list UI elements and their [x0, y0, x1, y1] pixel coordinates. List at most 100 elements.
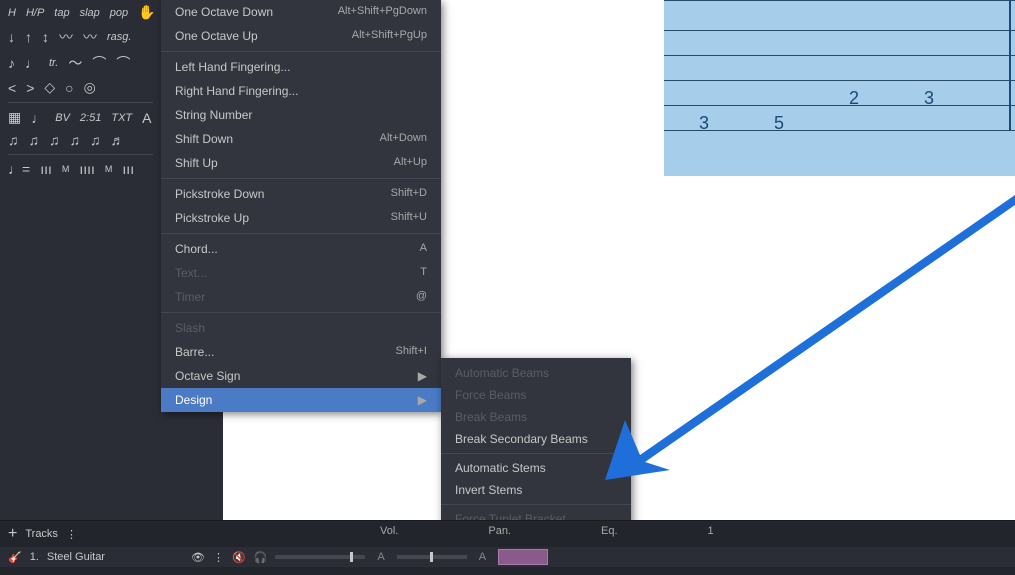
- tool-tap[interactable]: tap: [54, 7, 69, 19]
- lt-icon[interactable]: <: [8, 80, 16, 96]
- menu-octave-sign[interactable]: Octave Sign▶: [161, 364, 441, 388]
- add-track-button[interactable]: +: [8, 525, 17, 543]
- vol-label: Vol.: [380, 525, 398, 537]
- tool-hp[interactable]: H/P: [26, 7, 44, 19]
- menu-separator: [441, 504, 631, 505]
- dyn1-icon[interactable]: ♩=: [8, 161, 30, 177]
- tab-line: [664, 0, 1015, 1]
- tool-rasg[interactable]: rasg.: [107, 31, 131, 43]
- tracks-label: Tracks: [25, 528, 58, 540]
- menu-octave-up[interactable]: One Octave UpAlt+Shift+PgUp: [161, 24, 441, 48]
- menu-design[interactable]: Design▶: [161, 388, 441, 412]
- menu-string-number[interactable]: String Number: [161, 103, 441, 127]
- menu-separator: [161, 51, 441, 52]
- grid-icon[interactable]: ▦: [8, 109, 21, 126]
- menu-right-fingering[interactable]: Right Hand Fingering...: [161, 79, 441, 103]
- dyn2-icon[interactable]: ııı: [40, 161, 52, 177]
- tool-bv[interactable]: BV: [55, 112, 70, 124]
- tool-hammer[interactable]: H: [8, 7, 16, 19]
- tab-line: [664, 30, 1015, 31]
- track-panel: + Tracks ⋮ Vol. Pan. Eq. 1 🎸 1. Steel Gu…: [0, 520, 1015, 575]
- slur-icon[interactable]: ⌒: [92, 53, 106, 73]
- down-arrow-icon[interactable]: ↓: [8, 29, 15, 45]
- dyn4-icon[interactable]: ıııı: [79, 161, 95, 177]
- tracks-menu-icon[interactable]: ⋮: [66, 528, 77, 541]
- updown-icon[interactable]: ↕: [42, 29, 49, 45]
- track-name: Steel Guitar: [47, 551, 105, 563]
- note2-icon[interactable]: ♩: [25, 55, 39, 71]
- tab-note[interactable]: 2: [849, 88, 859, 109]
- tool-slap[interactable]: slap: [80, 7, 100, 19]
- wave2-icon[interactable]: 〰: [83, 27, 97, 47]
- menu-shift-up[interactable]: Shift UpAlt+Up: [161, 151, 441, 175]
- submenu-break-beams: Break Beams: [441, 406, 631, 428]
- menu-separator: [161, 312, 441, 313]
- tab-line: [664, 105, 1015, 106]
- beam5-icon[interactable]: ♫: [90, 132, 101, 148]
- hand-icon[interactable]: ✋: [138, 4, 155, 21]
- notation-toolbar: H H/P tap slap pop ✋ ↓ ↑ ↕ 〰 〰 rasg. ♪ ♩…: [0, 0, 161, 210]
- dyn6-icon[interactable]: ııı: [122, 161, 134, 177]
- menu-separator: [441, 453, 631, 454]
- eq-value: 1: [708, 525, 714, 537]
- tab-note[interactable]: 3: [924, 88, 934, 109]
- dyn3-icon[interactable]: M: [62, 164, 70, 174]
- track-row[interactable]: 🎸 1. Steel Guitar 👁 ⋮ 🔇 🎧 A A: [0, 547, 1015, 567]
- guitar-icon: 🎸: [8, 551, 22, 564]
- measure-bar: [1009, 0, 1011, 130]
- beam1-icon[interactable]: ♫: [8, 132, 19, 148]
- diamond-icon[interactable]: ◇: [44, 79, 55, 96]
- menu-chord[interactable]: Chord...A: [161, 237, 441, 261]
- tool-time[interactable]: 2:51: [80, 112, 101, 124]
- up-arrow-icon[interactable]: ↑: [25, 29, 32, 45]
- track-number: 1.: [30, 551, 39, 563]
- context-menu: One Octave DownAlt+Shift+PgDown One Octa…: [161, 0, 441, 412]
- dyn5-icon[interactable]: M: [105, 164, 113, 174]
- btn-a2[interactable]: A: [475, 551, 490, 563]
- menu-slash: Slash: [161, 316, 441, 340]
- beam3-icon[interactable]: ♫: [49, 132, 60, 148]
- submenu-auto-stems[interactable]: Automatic Stems: [441, 457, 631, 479]
- ring-icon[interactable]: ◎: [84, 79, 96, 96]
- btn-a1[interactable]: A: [373, 551, 388, 563]
- submenu-force-beams: Force Beams: [441, 384, 631, 406]
- beam6-icon[interactable]: ♬: [111, 132, 125, 148]
- tab-line: [664, 55, 1015, 56]
- track-clip[interactable]: [498, 549, 548, 565]
- tab-note[interactable]: 5: [774, 113, 784, 134]
- volume-slider[interactable]: [275, 555, 365, 559]
- submenu-break-secondary[interactable]: Break Secondary Beams: [441, 428, 631, 450]
- gt-icon[interactable]: >: [26, 80, 34, 96]
- tool-tr[interactable]: tr.: [49, 57, 58, 69]
- tool-txt[interactable]: TXT: [111, 112, 132, 124]
- menu-octave-down[interactable]: One Octave DownAlt+Shift+PgDown: [161, 0, 441, 24]
- mute-icon[interactable]: 🔇: [232, 551, 246, 564]
- solo-icon[interactable]: 🎧: [254, 551, 268, 564]
- menu-shift-down[interactable]: Shift DownAlt+Down: [161, 127, 441, 151]
- menu-text: Text...T: [161, 261, 441, 285]
- menu-left-fingering[interactable]: Left Hand Fingering...: [161, 55, 441, 79]
- tab-staff[interactable]: 3 5 2 3 5 2 4: [664, 0, 1015, 176]
- beam4-icon[interactable]: ♫: [70, 132, 81, 148]
- circle-icon[interactable]: ○: [65, 80, 73, 96]
- menu-pickstroke-down[interactable]: Pickstroke DownShift+D: [161, 182, 441, 206]
- menu-timer: Timer@: [161, 285, 441, 309]
- visibility-icon[interactable]: 👁: [191, 551, 205, 564]
- eq-label: Eq.: [601, 525, 618, 537]
- a-icon[interactable]: A: [142, 110, 151, 126]
- slur2-icon[interactable]: ⌒: [116, 53, 130, 73]
- tool-pop[interactable]: pop: [110, 7, 128, 19]
- tab-note[interactable]: 3: [699, 113, 709, 134]
- menu-separator: [161, 178, 441, 179]
- tab-line: [664, 130, 1015, 131]
- track-menu-icon[interactable]: ⋮: [213, 551, 224, 564]
- menu-barre[interactable]: Barre...Shift+I: [161, 340, 441, 364]
- menu-pickstroke-up[interactable]: Pickstroke UpShift+U: [161, 206, 441, 230]
- note-icon[interactable]: ♪: [8, 55, 15, 71]
- note3-icon[interactable]: ♩: [31, 110, 45, 126]
- wave-icon[interactable]: 〰: [59, 27, 73, 47]
- submenu-invert-stems[interactable]: Invert Stems: [441, 479, 631, 501]
- beam2-icon[interactable]: ♫: [29, 132, 40, 148]
- pan-slider[interactable]: [397, 555, 467, 559]
- zigzag-icon[interactable]: 〜: [68, 53, 82, 73]
